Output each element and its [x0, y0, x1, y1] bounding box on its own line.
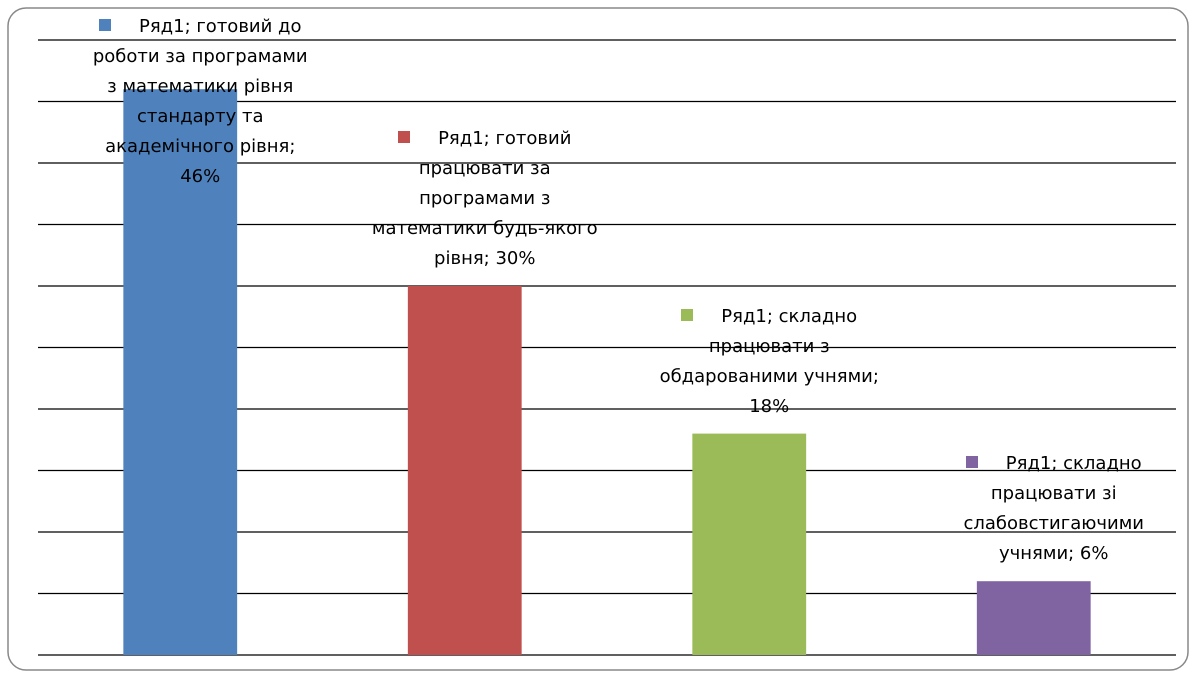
- label-marker: [98, 19, 111, 31]
- data-label: Ряд1; готовий до роботи за програмами з …: [85, 12, 315, 192]
- label-text: Ряд1; складно працювати з обдарованими у…: [659, 305, 879, 417]
- label-marker: [965, 456, 978, 469]
- chart-frame: [7, 7, 1189, 671]
- label-marker: [398, 131, 411, 143]
- bar: [407, 286, 522, 655]
- label-text: Ряд1; готовий працювати за програмами з …: [371, 128, 598, 269]
- data-label: Ряд1; готовий працювати за програмами з …: [370, 124, 600, 274]
- bar: [123, 89, 238, 655]
- bar: [692, 433, 807, 655]
- bar: [976, 581, 1091, 655]
- label-text: Ряд1; складно працювати зі слабовстигаюч…: [963, 453, 1144, 565]
- label-text: Ряд1; готовий до роботи за програмами з …: [92, 16, 308, 187]
- data-label: Ряд1; складно працювати зі слабовстигаюч…: [939, 449, 1169, 569]
- data-label: Ряд1; складно працювати з обдарованими у…: [654, 302, 884, 422]
- label-marker: [681, 308, 694, 321]
